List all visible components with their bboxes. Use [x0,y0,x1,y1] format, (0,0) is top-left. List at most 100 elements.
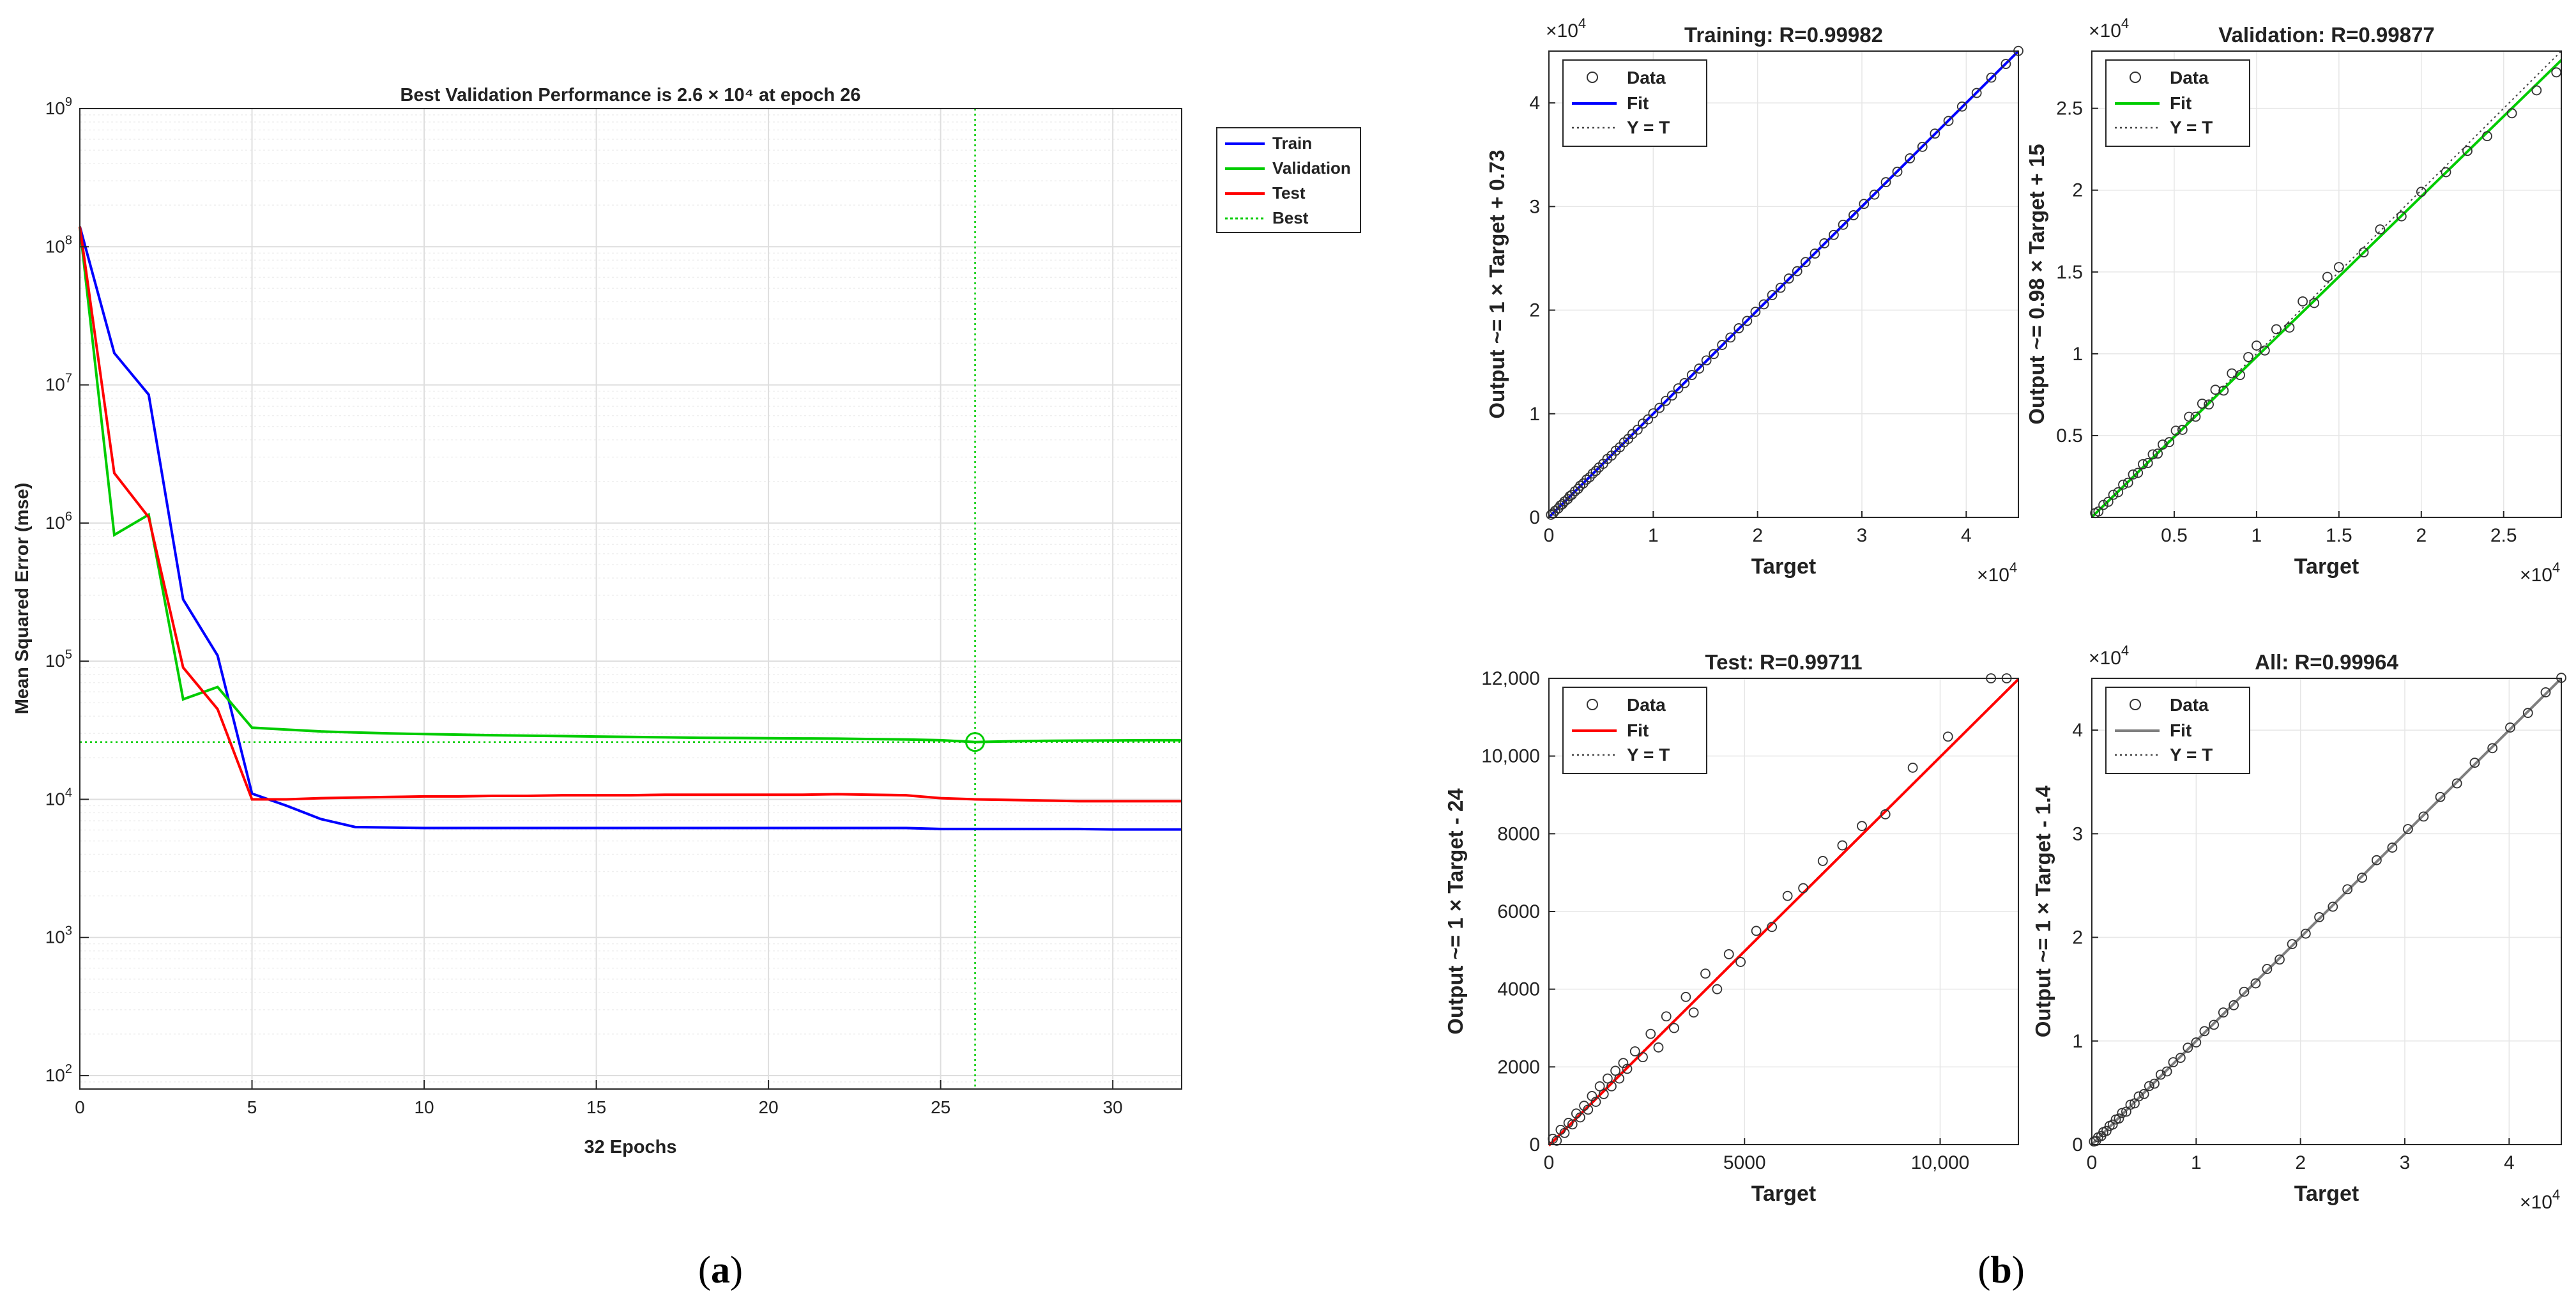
x-exponent-label: ×104 [1977,560,2017,586]
x-tick-label: 2 [2295,1152,2306,1173]
data-point [1798,883,1809,894]
x-tick-label: 4 [2504,1152,2515,1173]
data-point [1751,926,1762,936]
data-point [1792,266,1802,277]
data-point [2107,1119,2118,1130]
data-point [1907,763,1918,773]
y-tick-label: 0 [1529,507,1540,528]
data-point [1767,290,1778,300]
data-point [2164,437,2175,448]
series-line-validation [79,226,1182,743]
data-point [2161,1066,2172,1077]
y-tick-label-base: 10 [45,927,65,947]
data-point [1817,856,1828,866]
best-marker [965,732,986,752]
data-point [2183,1042,2193,1053]
data-point [2375,224,2386,235]
data-point [1782,890,1793,901]
y-tick-label: 104 [45,786,72,809]
y-tick-label-base: 10 [45,375,65,395]
data-point [2271,324,2282,335]
data-point [1550,505,1560,516]
data-point [1575,1112,1585,1123]
y-tick-label: 1 [2072,344,2083,365]
data-point [1638,1052,1648,1063]
y-tick-label: 2 [1529,300,1540,321]
series-line-test [79,226,1182,803]
data-point [1688,1007,1699,1018]
x-tick-label: 15 [586,1097,606,1117]
chart-title: All: R=0.99964 [2255,650,2398,674]
legend-swatch-data [1587,699,1598,710]
data-point [1742,316,1753,326]
data-point [2149,1078,2160,1089]
data-point [2287,939,2298,949]
data-point [1614,1073,1625,1084]
legend-label-fit: Fit [2170,93,2191,113]
data-point [1594,1081,1605,1092]
data-point [1680,991,1691,1002]
data-point [2322,271,2333,282]
data-point [1734,323,1744,333]
x-tick-label: 30 [1103,1097,1123,1117]
x-exponent-base: ×10 [1977,565,2009,586]
legend-box [1216,127,1361,233]
x-tick-label: 5 [247,1097,257,1117]
y-tick-label: 2 [2072,180,2083,201]
data-point [1583,1104,1594,1115]
data-point [2243,352,2253,362]
data-point [1767,922,1778,933]
series-line-train [79,226,1182,831]
x-tick-label: 2.5 [2490,525,2517,546]
legend-label-data: Data [1627,68,1666,88]
data-point [2441,167,2451,178]
y-tick-label: 3 [1529,196,1540,217]
legend-label-identity: Y = T [2170,745,2213,765]
data-point [2101,1125,2112,1136]
data-point [1709,349,1719,360]
data-point [2098,499,2108,510]
data-point [2314,912,2324,922]
chart-title: Validation: R=0.99877 [2218,23,2434,47]
x-axis-label: Target [2294,554,2359,579]
y-tick-label: 102 [45,1062,72,1085]
x-tick-label: 1 [1648,525,1659,546]
data-point [2505,722,2515,733]
chart-title: Training: R=0.99982 [1684,23,1883,47]
x-exponent-power: 4 [2552,560,2560,575]
data-point [1956,101,1967,112]
x-tick-label: 3 [2400,1152,2411,1173]
y-exponent-power: 4 [2121,643,2129,659]
x-exponent-label: ×104 [2520,560,2560,586]
y-tick-label: 10,000 [1481,746,1540,767]
x-tick-label: 0 [1544,1152,1555,1173]
y-axis-label: Mean Squared Error (mse) [12,483,33,715]
caption-b: (b) [1978,1249,2024,1291]
data-point [2191,1037,2202,1048]
data-point [1598,1089,1609,1099]
legend-label-identity: Y = T [1627,118,1670,137]
y-tick-label: 0 [2072,1134,2083,1155]
data-point [2114,1113,2124,1124]
legend-label-train: Train [1272,133,1312,153]
data-point [1750,307,1761,317]
y-exponent-power: 4 [1578,15,1586,31]
data-point [1567,1119,1578,1130]
data-point [1590,1097,1601,1107]
y-tick-label: 8000 [1497,823,1540,844]
data-point [1602,1073,1613,1084]
legend-label-best: Best [1272,208,1309,227]
legend-swatch-data [2130,72,2141,83]
data-point [2284,322,2295,333]
legend: Train Validation Test Best [1216,127,1361,233]
y-tick-label: 3 [2072,823,2083,844]
data-point [2462,146,2473,156]
data-point [2435,791,2446,802]
data-point [2540,687,2551,697]
data-point [1632,424,1643,435]
data-point [2416,187,2427,197]
regression-training-chart: 0 1 2 3 4 0 1 2 3 4 Training: R=0.99982 Target Outpu… [1485,15,2023,586]
y-tick-label: 4000 [1497,979,1540,1000]
y-exponent-label: ×104 [2089,15,2129,42]
